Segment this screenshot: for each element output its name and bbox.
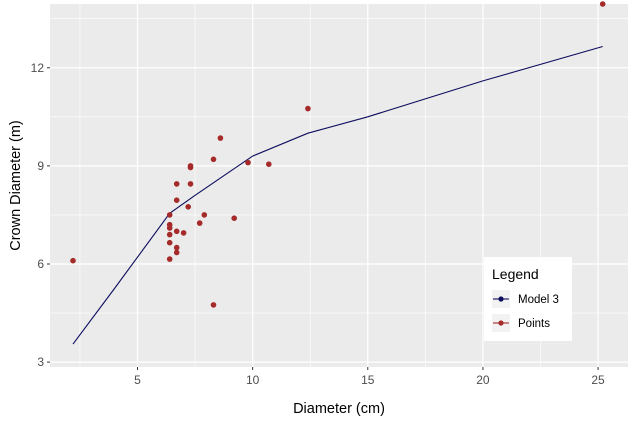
data-point <box>166 221 173 228</box>
data-point <box>210 302 217 308</box>
data-point <box>173 197 180 203</box>
data-point <box>173 244 180 251</box>
x-tick-label: 25 <box>591 373 605 387</box>
axes: 5 10 15 20 25 3 6 9 12 <box>31 61 605 387</box>
data-point <box>305 105 311 112</box>
series-layer <box>70 1 606 345</box>
data-point <box>245 159 251 166</box>
data-point <box>166 231 173 238</box>
data-point <box>599 1 606 7</box>
data-point <box>166 256 173 262</box>
x-axis-title: Diameter (cm) <box>293 401 385 417</box>
legend: Legend Model 3 Points <box>484 257 572 341</box>
legend-entry-label: Model 3 <box>518 294 559 306</box>
x-tick-label: 5 <box>134 373 141 387</box>
data-point <box>70 257 76 264</box>
y-tick-label: 9 <box>37 159 44 173</box>
x-tick-label: 15 <box>361 373 375 387</box>
data-point <box>217 135 224 141</box>
data-point <box>166 239 173 246</box>
y-tick-label: 3 <box>37 355 44 369</box>
series-line-model-3 <box>72 45 603 345</box>
data-point <box>173 228 180 235</box>
data-point <box>187 163 194 169</box>
y-axis-title: Crown Diameter (m) <box>8 120 24 251</box>
data-point <box>166 212 173 218</box>
legend-entries: Model 3 Points <box>492 290 559 332</box>
y-tick-label: 6 <box>37 257 44 271</box>
x-tick-label: 10 <box>246 373 260 387</box>
data-point <box>210 156 217 163</box>
data-point <box>201 212 208 218</box>
data-point <box>266 161 272 167</box>
y-tick-label: 12 <box>31 61 45 75</box>
legend-entry-label: Points <box>518 318 550 330</box>
legend-title: Legend <box>492 266 539 282</box>
legend-key-point <box>498 320 504 326</box>
data-point <box>173 249 180 256</box>
legend-key-point <box>498 296 504 302</box>
data-point <box>185 204 191 210</box>
data-point <box>196 220 203 226</box>
data-point <box>180 230 187 236</box>
x-tick-label: 20 <box>476 373 490 387</box>
data-point <box>173 181 180 187</box>
data-point <box>231 215 237 221</box>
data-point <box>187 181 194 187</box>
